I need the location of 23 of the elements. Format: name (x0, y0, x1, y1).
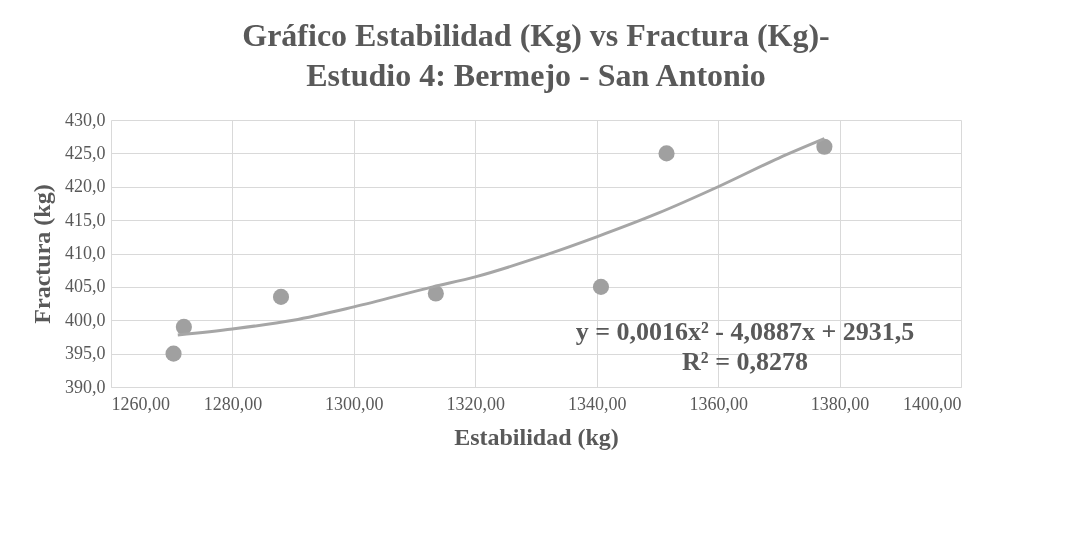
y-tick-label: 415,0 (65, 209, 106, 230)
y-tick-label: 400,0 (65, 309, 106, 330)
y-tick-label: 425,0 (65, 142, 106, 163)
x-axis-title: Estabilidad (kg) (454, 423, 619, 450)
text: Gráfico Estabilidad (Kg) vs Fractura (Kg)- (242, 17, 830, 53)
y-tick-label: 390,0 (65, 376, 106, 397)
x-tick-label: 1300,00 (325, 393, 384, 414)
annotation: y = 0,0016x² - 4,0887x + 2931,5 (575, 317, 915, 346)
x-tick-label: 1360,00 (689, 393, 748, 414)
y-tick-label: 405,0 (65, 276, 106, 297)
y-tick-label: 420,0 (65, 176, 106, 197)
text: Estudio 4: Bermejo - San Antonio (306, 57, 766, 93)
x-tick-label: 1400,00 (903, 393, 962, 414)
x-tick-label: 1340,00 (567, 393, 627, 414)
y-axis-title: Fractura (kg) (29, 184, 55, 324)
y-tick-label: 410,0 (65, 243, 106, 263)
x-tick-label: 1320,00 (446, 393, 506, 414)
x-tick-label: 1380,00 (810, 393, 870, 414)
y-tick-label: 395,0 (65, 343, 106, 364)
x-tick-label: 1260,00 (111, 393, 170, 414)
x-tick-label: 1280,00 (203, 393, 263, 414)
annotation: R² = 0,8278 (682, 347, 808, 376)
y-tick-label: 430,0 (65, 109, 106, 130)
